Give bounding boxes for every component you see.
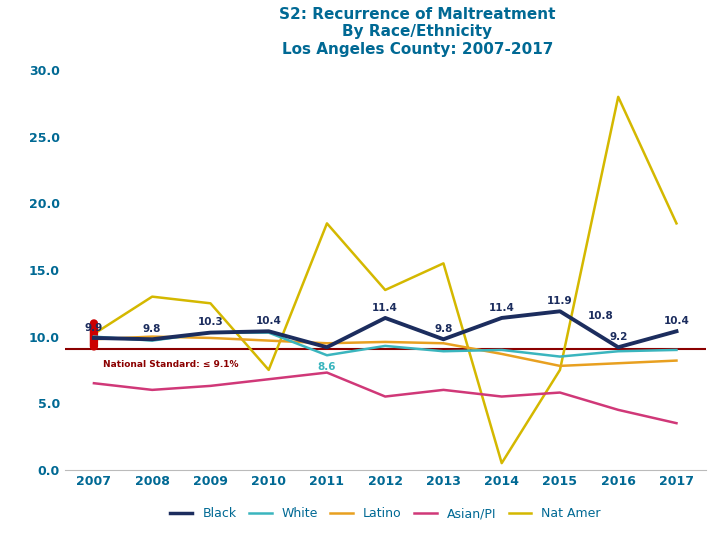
Text: 10.3: 10.3 — [197, 318, 223, 327]
Text: 8.6: 8.6 — [318, 362, 336, 372]
Text: 9.2: 9.2 — [609, 332, 627, 342]
Text: 10.4: 10.4 — [664, 316, 690, 326]
Text: 9.8: 9.8 — [434, 324, 453, 334]
Legend: Black, White, Latino, Asian/PI, Nat Amer: Black, White, Latino, Asian/PI, Nat Amer — [165, 503, 606, 525]
Text: 11.9: 11.9 — [547, 296, 573, 306]
Text: 9.9: 9.9 — [85, 322, 103, 333]
Text: 11.4: 11.4 — [372, 302, 398, 313]
Text: 10.4: 10.4 — [256, 316, 282, 326]
Text: 9.8: 9.8 — [143, 324, 161, 334]
Text: 11.4: 11.4 — [489, 302, 515, 313]
Text: National Standard: ≤ 9.1%: National Standard: ≤ 9.1% — [103, 360, 238, 369]
Text: 10.8: 10.8 — [588, 310, 613, 321]
Title: S2: Recurrence of Maltreatment
By Race/Ethnicity
Los Angeles County: 2007-2017: S2: Recurrence of Maltreatment By Race/E… — [279, 6, 556, 57]
